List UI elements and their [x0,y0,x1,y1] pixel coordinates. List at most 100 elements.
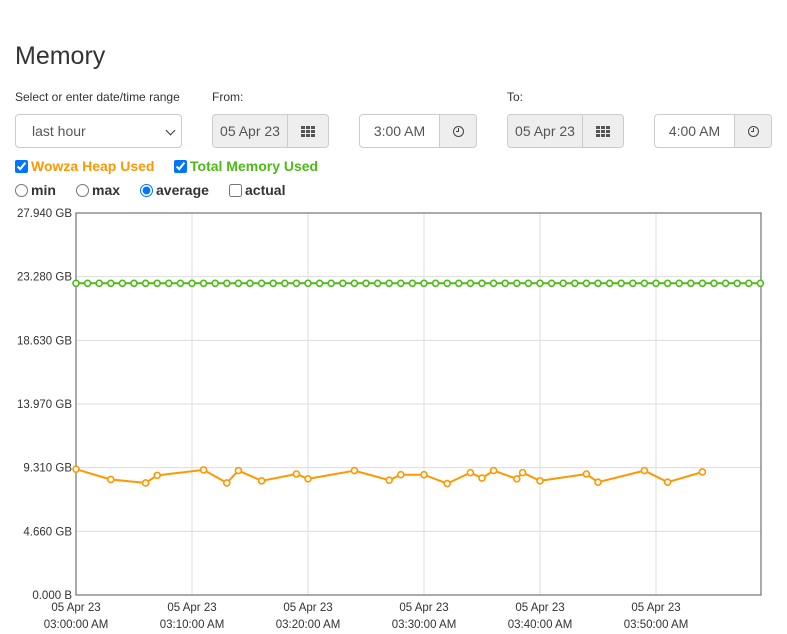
data-point-wowza-heap-used [350,466,359,475]
calendar-icon [596,125,610,137]
data-point-wowza-heap-used [257,477,266,485]
data-point-total-memory-used [211,279,219,288]
agg-max-radio[interactable] [76,183,89,197]
data-point-total-memory-used [652,279,660,288]
to-date-group: 05 Apr 23 [507,114,624,148]
data-point-wowza-heap-used [518,468,527,477]
data-point-total-memory-used [408,279,417,288]
agg-average-label: average [156,182,209,198]
data-point-total-memory-used [292,279,301,288]
data-point-total-memory-used [605,279,614,288]
data-point-total-memory-used [640,279,649,288]
data-point-total-memory-used [350,279,359,288]
from-time-group: 3:00 AM [359,114,477,148]
x-tick-time-label: 03:50:00 AM [624,619,689,631]
data-point-total-memory-used [733,279,742,288]
agg-average[interactable]: average [140,182,209,198]
agg-actual-checkbox[interactable] [229,183,242,197]
agg-min-radio[interactable] [15,183,28,197]
from-time-input[interactable]: 3:00 AM [359,114,440,148]
data-point-total-memory-used [710,279,718,288]
y-tick-label: 9.310 GB [23,463,72,475]
to-time-input[interactable]: 4:00 AM [654,114,735,148]
data-point-total-memory-used [188,279,196,288]
x-tick-time-label: 03:10:00 AM [160,619,225,631]
data-point-wowza-heap-used [512,474,521,483]
agg-min[interactable]: min [15,182,56,198]
data-point-wowza-heap-used [141,479,150,487]
data-point-total-memory-used [628,279,637,288]
wowza-heap-label: Wowza Heap Used [31,158,155,174]
data-point-total-memory-used [663,279,672,288]
data-point-total-memory-used [420,279,428,288]
data-point-total-memory-used [199,279,208,288]
x-tick-date-label: 05 Apr 23 [283,602,332,614]
from-date-input[interactable]: 05 Apr 23 [212,114,288,148]
agg-min-label: min [31,182,56,198]
x-tick-time-label: 03:40:00 AM [508,619,573,631]
range-select[interactable]: last hour [15,114,182,148]
toggle-total-memory[interactable]: Total Memory Used [174,158,318,174]
data-point-wowza-heap-used [72,465,80,474]
data-point-total-memory-used [327,279,336,288]
agg-average-radio[interactable] [140,183,153,197]
data-point-total-memory-used [130,279,138,288]
data-point-total-memory-used [431,279,440,288]
to-date-input[interactable]: 05 Apr 23 [507,114,583,148]
y-tick-label: 23.280 GB [17,272,72,284]
data-point-total-memory-used [107,279,115,288]
data-point-total-memory-used [385,279,394,288]
data-point-total-memory-used [373,279,382,288]
data-point-total-memory-used [594,279,602,288]
data-point-total-memory-used [547,279,556,288]
data-point-total-memory-used [304,279,312,288]
data-point-total-memory-used [246,279,254,288]
wowza-heap-checkbox[interactable] [15,159,28,173]
data-point-wowza-heap-used [107,475,115,484]
data-point-total-memory-used [362,279,370,288]
data-point-wowza-heap-used [304,474,312,483]
data-point-total-memory-used [478,279,486,288]
data-point-total-memory-used [617,279,626,288]
from-clock-button[interactable] [440,114,477,148]
data-point-total-memory-used [698,279,707,288]
total-memory-checkbox[interactable] [174,159,187,173]
to-clock-button[interactable] [735,114,772,148]
data-point-wowza-heap-used [153,471,161,480]
x-tick-time-label: 03:30:00 AM [392,619,457,631]
x-tick-time-label: 03:20:00 AM [276,619,341,631]
data-point-wowza-heap-used [698,468,707,476]
data-point-total-memory-used [83,279,92,288]
data-point-total-memory-used [454,279,463,288]
data-point-total-memory-used [72,279,80,288]
x-tick-date-label: 05 Apr 23 [399,602,448,614]
data-point-total-memory-used [443,279,452,288]
data-point-wowza-heap-used [489,466,498,475]
data-point-wowza-heap-used [385,476,394,484]
agg-max[interactable]: max [76,182,120,198]
data-point-wowza-heap-used [640,466,649,475]
y-tick-label: 4.660 GB [23,526,72,538]
x-tick-date-label: 05 Apr 23 [51,602,100,614]
data-point-total-memory-used [675,279,684,288]
series-line-wowza-heap-used [75,468,703,485]
agg-max-label: max [92,182,121,198]
data-point-wowza-heap-used [420,470,428,479]
data-point-total-memory-used [570,279,579,288]
data-point-total-memory-used [744,279,753,288]
data-point-wowza-heap-used [594,478,602,487]
data-point-total-memory-used [501,279,510,288]
data-point-total-memory-used [582,279,591,288]
data-point-wowza-heap-used [396,470,405,479]
data-point-wowza-heap-used [466,468,475,477]
y-tick-label: 13.970 GB [17,399,72,411]
toggle-wowza-heap[interactable]: Wowza Heap Used [15,158,154,174]
data-point-total-memory-used [338,279,347,288]
data-point-total-memory-used [721,279,730,288]
to-calendar-button[interactable] [583,114,624,148]
from-calendar-button[interactable] [288,114,329,148]
data-point-total-memory-used [686,279,695,288]
calendar-icon [301,125,315,137]
agg-actual[interactable]: actual [229,182,285,198]
y-tick-label: 27.940 GB [17,208,72,220]
